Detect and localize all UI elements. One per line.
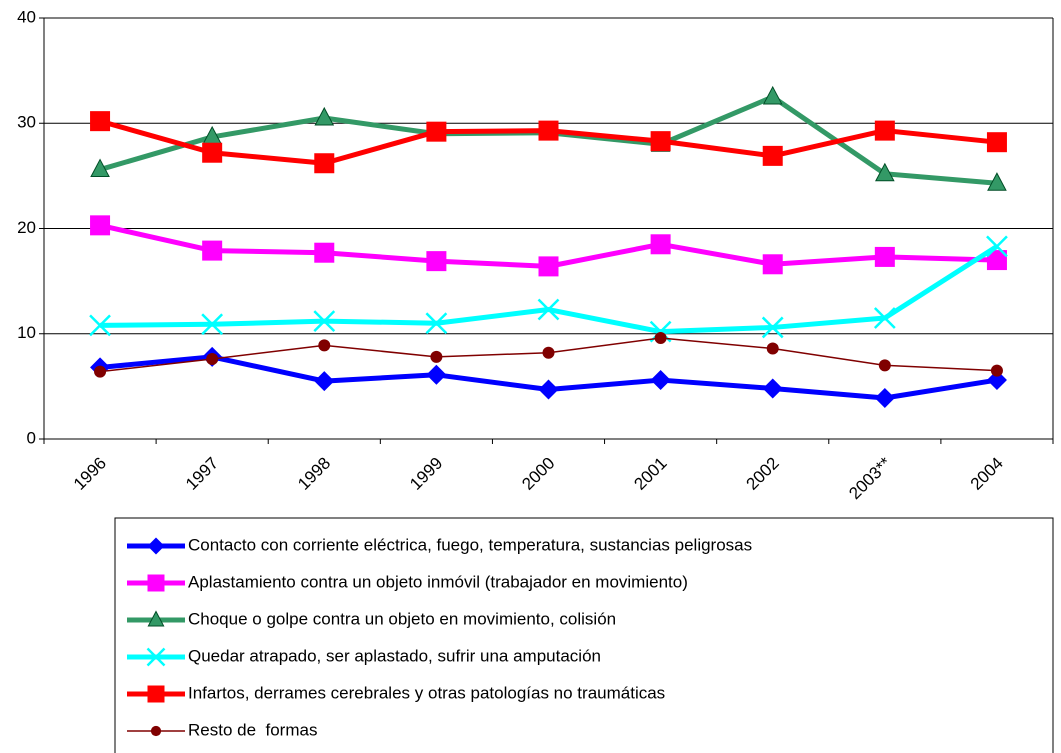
legend-label: Choque o golpe contra un objeto en movim…: [188, 609, 616, 628]
marker: [538, 379, 559, 400]
marker: [873, 307, 896, 329]
y-tick-label: 10: [17, 323, 36, 342]
marker: [762, 145, 783, 166]
marker: [90, 158, 110, 178]
marker: [147, 610, 165, 627]
marker: [537, 298, 560, 321]
marker: [762, 254, 783, 275]
marker: [318, 339, 331, 352]
marker: [650, 131, 671, 152]
marker: [426, 121, 447, 142]
marker: [202, 142, 223, 163]
marker: [314, 371, 335, 392]
marker: [986, 370, 1007, 391]
marker: [986, 235, 1008, 258]
marker: [150, 725, 162, 737]
marker: [874, 246, 895, 267]
legend-box: [114, 517, 1054, 753]
marker: [94, 365, 107, 378]
legend-label: Quedar atrapado, ser aplastado, sufrir u…: [188, 646, 601, 665]
marker: [650, 370, 671, 391]
marker: [878, 359, 891, 372]
marker: [314, 242, 335, 263]
y-tick-label: 30: [17, 113, 36, 132]
marker: [202, 240, 223, 261]
marker: [538, 120, 559, 141]
marker: [986, 132, 1007, 153]
marker: [147, 574, 165, 592]
marker: [201, 313, 224, 336]
marker: [90, 215, 111, 236]
marker: [147, 685, 165, 703]
marker: [314, 106, 335, 126]
marker: [762, 85, 783, 105]
marker: [430, 350, 443, 363]
legend-label: Aplastamiento contra un objeto inmóvil (…: [188, 572, 688, 591]
marker: [874, 387, 895, 408]
marker: [875, 162, 895, 182]
marker: [761, 316, 784, 339]
marker: [146, 647, 166, 667]
marker: [313, 310, 336, 333]
marker: [650, 234, 671, 255]
marker: [206, 353, 219, 366]
y-tick-label: 20: [17, 218, 36, 237]
marker: [874, 120, 895, 141]
legend-label: Contacto con corriente eléctrica, fuego,…: [188, 535, 752, 554]
marker: [89, 314, 111, 337]
marker: [654, 331, 667, 344]
marker: [426, 251, 447, 272]
marker: [766, 342, 779, 355]
marker: [542, 346, 555, 359]
marker: [762, 378, 783, 399]
y-tick-label: 0: [27, 428, 36, 447]
marker: [990, 364, 1003, 377]
legend-label: Resto de formas: [188, 720, 317, 739]
marker: [314, 153, 335, 174]
marker: [538, 256, 559, 277]
marker: [986, 250, 1007, 271]
marker: [987, 172, 1007, 191]
y-tick-label: 40: [17, 7, 36, 26]
marker: [425, 312, 448, 335]
marker: [90, 111, 111, 132]
marker: [147, 537, 165, 555]
legend-label: Infartos, derrames cerebrales y otras pa…: [188, 683, 665, 702]
marker: [426, 364, 447, 385]
